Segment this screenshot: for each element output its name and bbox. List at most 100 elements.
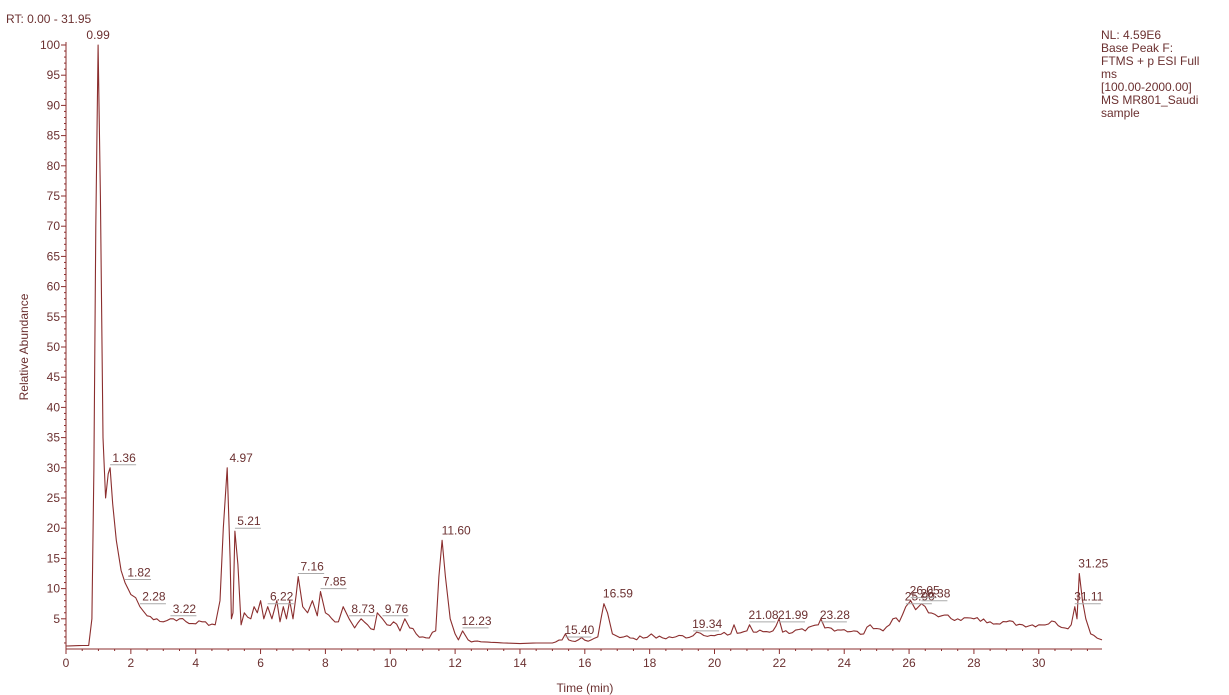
peak-label-text: 21.08 bbox=[749, 608, 779, 622]
x-tick-label: 2 bbox=[128, 656, 135, 670]
peak-label-text: 1.36 bbox=[112, 451, 136, 465]
peak-label-text: 16.59 bbox=[603, 587, 633, 601]
x-tick-label: 12 bbox=[448, 656, 462, 670]
y-tick-label: 30 bbox=[47, 461, 61, 475]
peak-label: 15.40 bbox=[564, 623, 595, 638]
info-line: FTMS + p ESI Full bbox=[1101, 54, 1200, 68]
x-tick-label: 4 bbox=[192, 656, 199, 670]
peak-label-text: 0.99 bbox=[86, 28, 110, 42]
peak-label: 21.08 bbox=[749, 608, 779, 623]
peak-label-group: 0.99 1.36 1.82 2.28 3.22 4.97 5.21 6.22 7.167.85… bbox=[86, 28, 1109, 638]
peak-label-text: 26.05 bbox=[910, 584, 940, 598]
peak-label: 21.99 bbox=[778, 608, 808, 623]
peak-label-text: 31.11 bbox=[1074, 590, 1103, 604]
x-tick-label: 0 bbox=[63, 656, 70, 670]
peak-label-text: 7.85 bbox=[323, 575, 347, 589]
peak-label-text: 8.73 bbox=[351, 602, 375, 616]
peak-label: 3.22 bbox=[170, 602, 197, 617]
peak-label-text: 2.28 bbox=[142, 590, 166, 604]
peak-label-text: 12.23 bbox=[462, 614, 492, 628]
range-label: RT: 0.00 - 31.95 bbox=[6, 12, 91, 26]
info-line: [100.00-2000.00] bbox=[1101, 80, 1192, 94]
series-line bbox=[65, 44, 1103, 647]
peak-label: 31.11 bbox=[1074, 590, 1104, 605]
y-tick-label: 90 bbox=[47, 98, 61, 112]
peak-label: 26.05 bbox=[910, 584, 940, 599]
x-tick-label: 6 bbox=[257, 656, 264, 670]
y-tick-label: 45 bbox=[47, 370, 61, 384]
y-tick-label: 10 bbox=[47, 582, 61, 596]
peak-label: 19.34 bbox=[692, 617, 722, 632]
peak-label-text: 19.34 bbox=[692, 617, 722, 631]
info-line: sample bbox=[1101, 106, 1140, 120]
peak-label: 8.73 bbox=[349, 602, 375, 617]
y-tick-label: 50 bbox=[47, 340, 61, 354]
peak-label-text: 9.76 bbox=[385, 602, 409, 616]
y-tick-label: 15 bbox=[47, 551, 61, 565]
peak-label: 23.28 bbox=[820, 608, 850, 623]
peak-label-text: 23.28 bbox=[820, 608, 850, 622]
info-line: Base Peak F: bbox=[1101, 41, 1174, 55]
y-tick-label: 100 bbox=[40, 38, 60, 52]
x-tick-label: 24 bbox=[838, 656, 852, 670]
peak-label: 16.59 bbox=[603, 587, 633, 601]
y-tick-label: 5 bbox=[53, 612, 60, 626]
info-line: MS MR801_Saudi bbox=[1101, 93, 1199, 107]
x-tick-label: 14 bbox=[513, 656, 527, 670]
plot-area bbox=[65, 44, 1103, 647]
x-tick-label: 10 bbox=[384, 656, 398, 670]
x-tick-label: 20 bbox=[708, 656, 722, 670]
y-tick-label: 20 bbox=[47, 521, 61, 535]
peak-label: 4.97 bbox=[229, 451, 253, 465]
x-tick-label: 16 bbox=[578, 656, 592, 670]
y-tick-label: 85 bbox=[47, 129, 61, 143]
y-tick-label: 35 bbox=[47, 431, 61, 445]
x-tick-label: 8 bbox=[322, 656, 329, 670]
axes bbox=[65, 42, 1102, 650]
peak-label: 7.85 bbox=[320, 575, 347, 590]
peak-label: 26.38 bbox=[920, 587, 951, 602]
peak-label-text: 6.22 bbox=[270, 590, 294, 604]
peak-label-text: 26.38 bbox=[920, 587, 950, 601]
y-tick-label: 55 bbox=[47, 310, 61, 324]
peak-label: 2.28 bbox=[139, 590, 166, 605]
info-panel: NL: 4.59E6 Base Peak F: FTMS + p ESI Ful… bbox=[1101, 29, 1226, 120]
peak-label: 9.76 bbox=[382, 602, 409, 617]
y-tick-label: 70 bbox=[47, 219, 61, 233]
peak-label: 31.25 bbox=[1078, 557, 1108, 571]
x-tick-label: 22 bbox=[773, 656, 787, 670]
y-axis-label: Relative Abundance bbox=[17, 293, 31, 400]
peak-label: 1.36 bbox=[110, 451, 136, 466]
peak-label: 12.23 bbox=[462, 614, 492, 629]
peak-label-text: 4.97 bbox=[229, 451, 253, 465]
y-tick-label: 40 bbox=[47, 400, 61, 414]
y-tick-label: 95 bbox=[47, 68, 61, 82]
peak-label: 5.21 bbox=[234, 514, 261, 529]
peak-label-text: 3.22 bbox=[173, 602, 197, 616]
y-tick-label: 60 bbox=[47, 280, 61, 294]
info-line: NL: 4.59E6 bbox=[1101, 28, 1162, 42]
y-tick-label: 25 bbox=[47, 491, 61, 505]
x-tick-label: 28 bbox=[967, 656, 981, 670]
peak-label: 6.22 bbox=[267, 590, 294, 605]
y-tick-label: 65 bbox=[47, 249, 61, 263]
peak-label: 11.60 bbox=[442, 523, 471, 537]
peak-label-text: 15.40 bbox=[564, 623, 594, 637]
tick-group: 5101520253035404550556065707580859095100… bbox=[40, 38, 1088, 670]
peak-label: 7.16 bbox=[298, 560, 324, 575]
x-tick-label: 26 bbox=[902, 656, 916, 670]
peak-label-text: 11.60 bbox=[442, 523, 471, 537]
y-tick-label: 80 bbox=[47, 159, 61, 173]
peak-label: 1.82 bbox=[125, 566, 151, 581]
peak-label-text: 7.16 bbox=[300, 560, 324, 574]
peak-label-text: 21.99 bbox=[778, 608, 808, 622]
peak-label-text: 31.25 bbox=[1078, 557, 1108, 571]
x-tick-label: 30 bbox=[1032, 656, 1046, 670]
y-tick-label: 75 bbox=[47, 189, 61, 203]
x-axis-label: Time (min) bbox=[557, 681, 614, 695]
info-line: ms bbox=[1101, 67, 1117, 81]
peak-label-text: 5.21 bbox=[237, 514, 261, 528]
x-tick-label: 18 bbox=[643, 656, 657, 670]
peak-label-text: 1.82 bbox=[127, 566, 151, 580]
